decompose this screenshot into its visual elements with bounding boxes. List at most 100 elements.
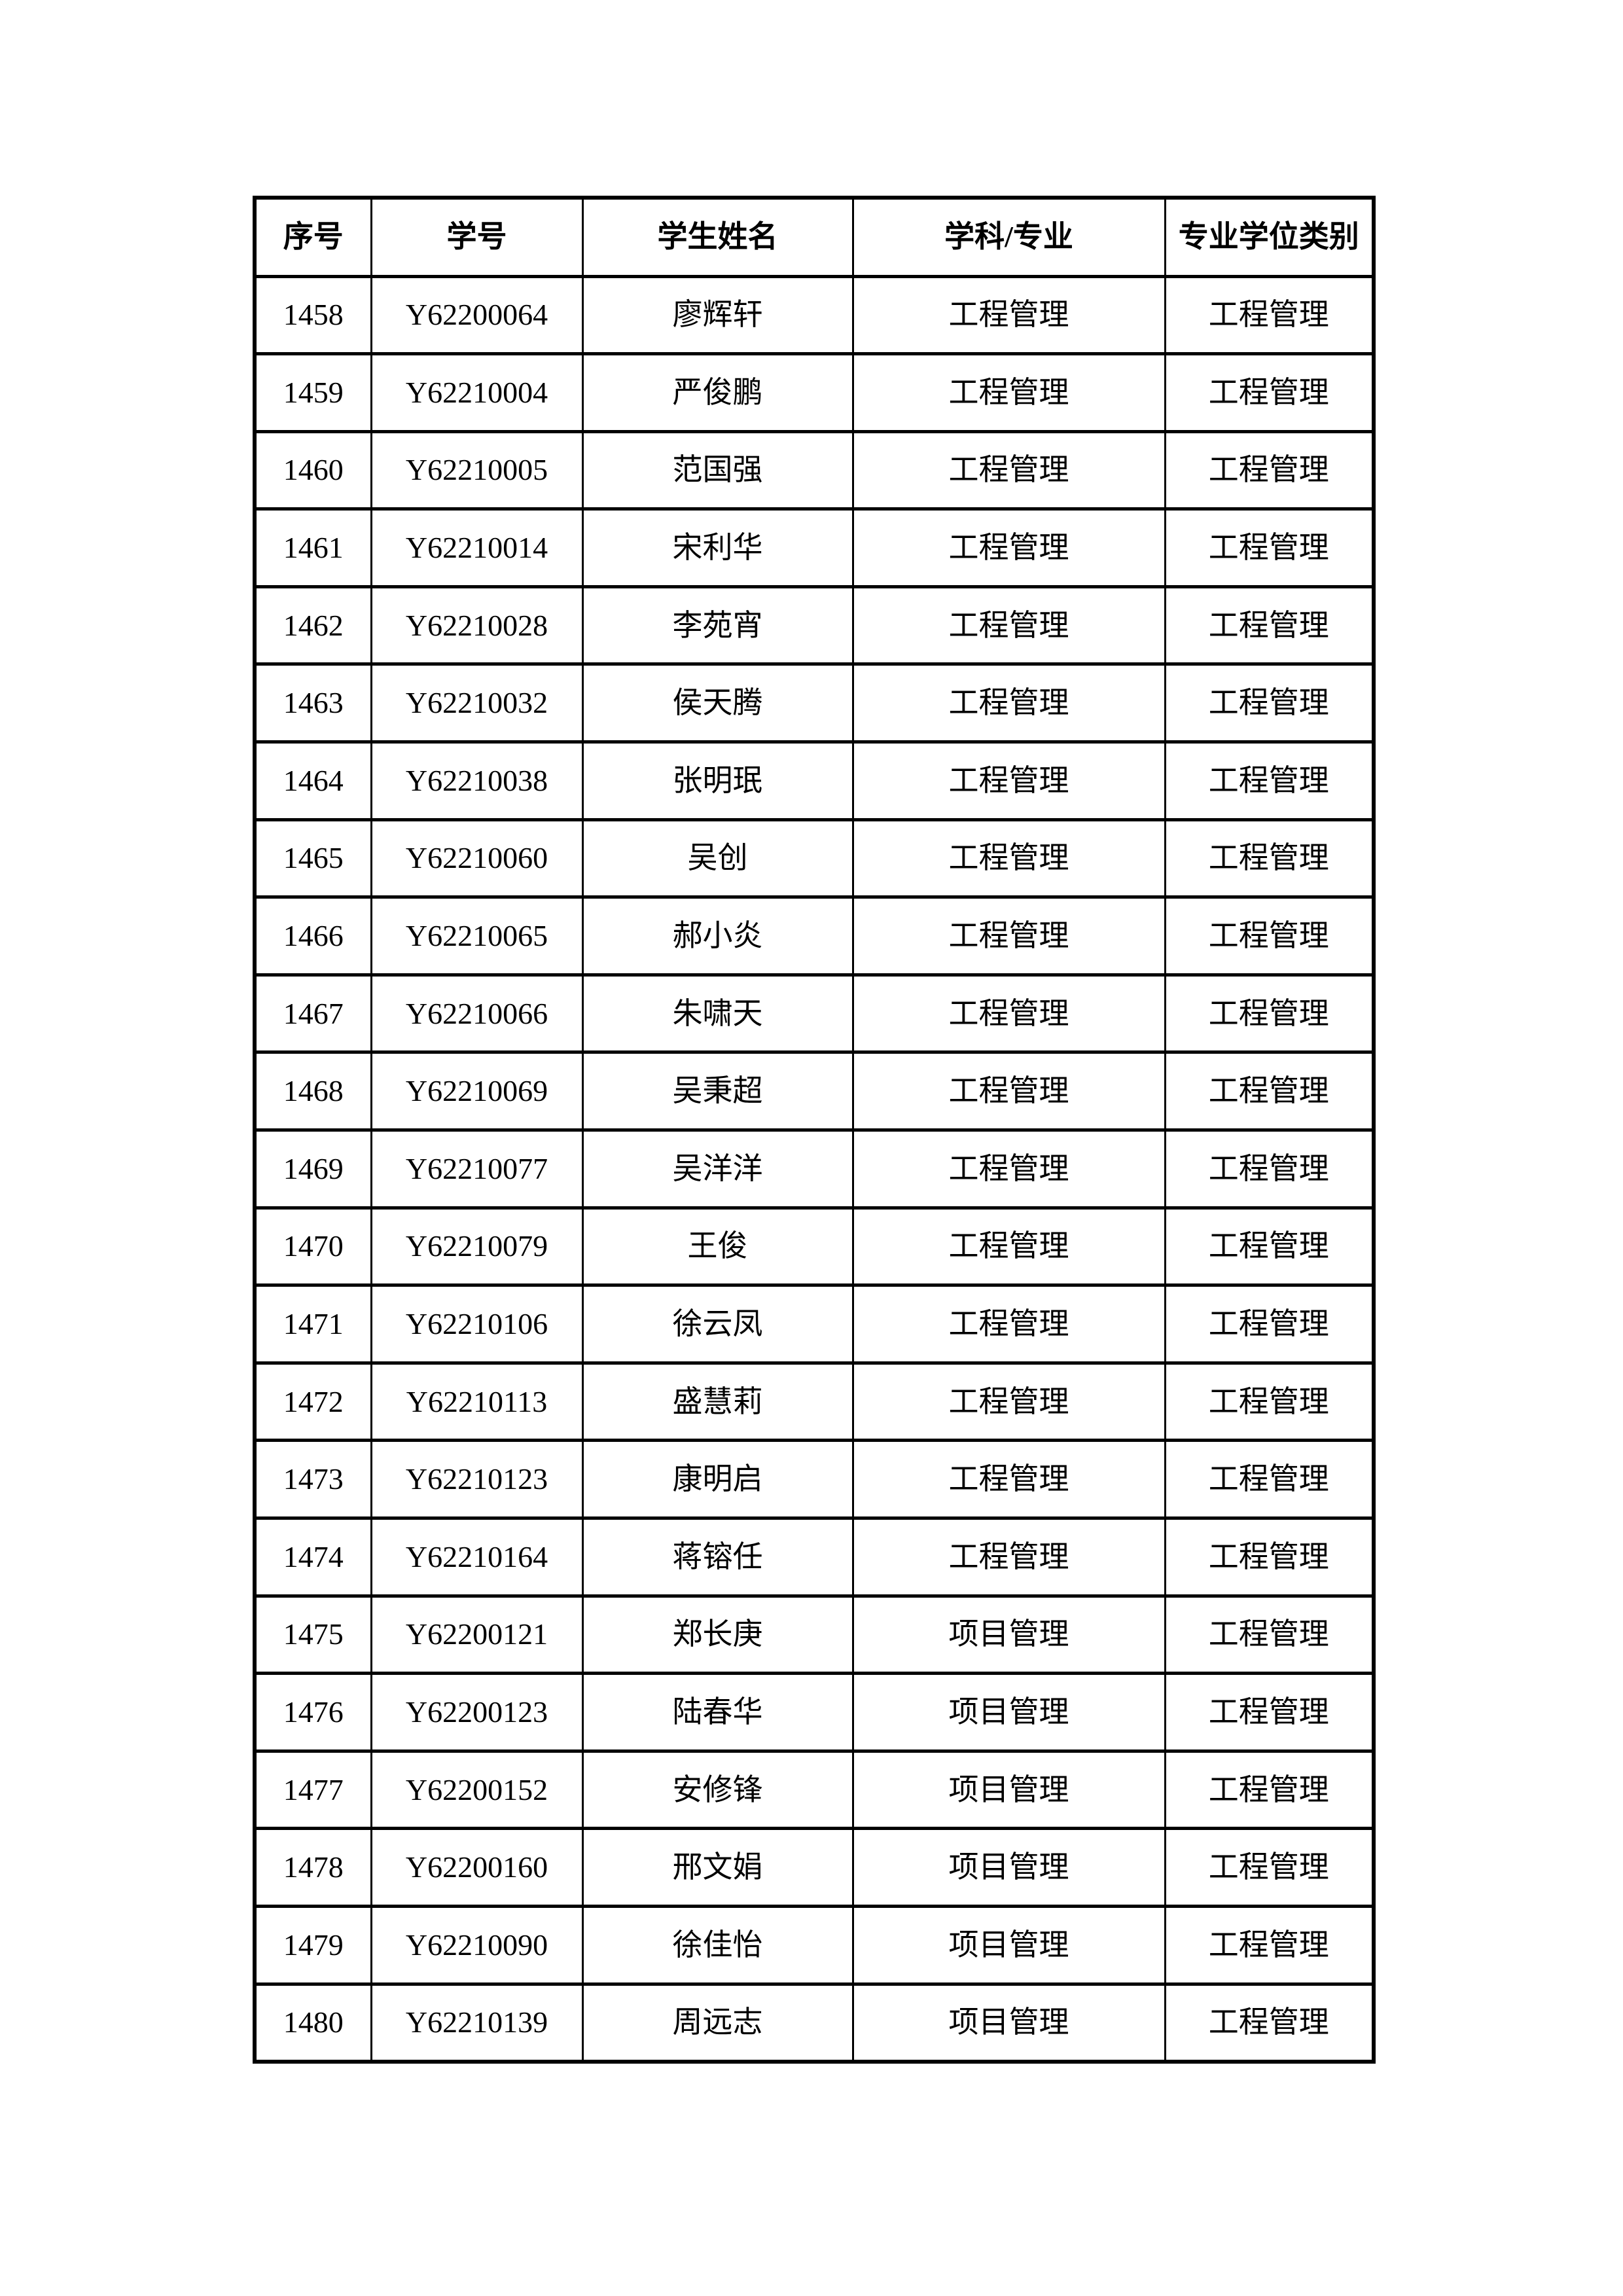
header-student-name: 学生姓名 xyxy=(581,196,854,278)
cell-major: 工程管理 xyxy=(851,1439,1166,1520)
header-degree-category: 专业学位类别 xyxy=(1164,196,1375,278)
cell-seq: 1480 xyxy=(253,1982,372,2064)
cell-student-id: Y62210066 xyxy=(370,973,584,1054)
cell-student-name: 宋利华 xyxy=(581,507,854,588)
cell-seq: 1462 xyxy=(253,584,372,666)
cell-degree-category: 工程管理 xyxy=(1164,1516,1375,1598)
cell-student-id: Y62210106 xyxy=(370,1283,584,1365)
cell-major: 工程管理 xyxy=(851,584,1166,666)
cell-degree-category: 工程管理 xyxy=(1164,1206,1375,1287)
cell-degree-category: 工程管理 xyxy=(1164,1128,1375,1210)
cell-seq: 1458 xyxy=(253,274,372,356)
cell-student-name: 徐佳怡 xyxy=(581,1904,854,1986)
table-row: 1476 Y62200123 陆春华 项目管理 工程管理 xyxy=(253,1672,1375,1753)
cell-student-id: Y62210164 xyxy=(370,1516,584,1598)
header-student-id: 学号 xyxy=(370,196,584,278)
cell-student-name: 廖辉轩 xyxy=(581,274,854,356)
cell-student-id: Y62210069 xyxy=(370,1050,584,1132)
cell-seq: 1463 xyxy=(253,662,372,744)
table-row: 1468 Y62210069 吴秉超 工程管理 工程管理 xyxy=(253,1050,1375,1132)
cell-student-name: 朱啸天 xyxy=(581,973,854,1054)
table-row: 1463 Y62210032 侯天腾 工程管理 工程管理 xyxy=(253,662,1375,744)
cell-seq: 1459 xyxy=(253,352,372,433)
cell-student-id: Y62210077 xyxy=(370,1128,584,1210)
cell-seq: 1479 xyxy=(253,1904,372,1986)
cell-seq: 1469 xyxy=(253,1128,372,1210)
cell-student-id: Y62200064 xyxy=(370,274,584,356)
cell-seq: 1470 xyxy=(253,1206,372,1287)
cell-student-name: 李苑宵 xyxy=(581,584,854,666)
cell-degree-category: 工程管理 xyxy=(1164,817,1375,899)
table-row: 1479 Y62210090 徐佳怡 项目管理 工程管理 xyxy=(253,1904,1375,1986)
table-header-row: 序号 学号 学生姓名 学科/专业 专业学位类别 xyxy=(253,196,1375,278)
cell-student-name: 王俊 xyxy=(581,1206,854,1287)
header-seq: 序号 xyxy=(253,196,372,278)
cell-degree-category: 工程管理 xyxy=(1164,1361,1375,1443)
cell-student-id: Y62210113 xyxy=(370,1361,584,1443)
table-row: 1477 Y62200152 安修锋 项目管理 工程管理 xyxy=(253,1749,1375,1831)
cell-student-name: 吴洋洋 xyxy=(581,1128,854,1210)
cell-student-id: Y62200160 xyxy=(370,1827,584,1908)
cell-major: 项目管理 xyxy=(851,1904,1166,1986)
table-row: 1470 Y62210079 王俊 工程管理 工程管理 xyxy=(253,1206,1375,1287)
cell-student-name: 蒋镕任 xyxy=(581,1516,854,1598)
cell-seq: 1472 xyxy=(253,1361,372,1443)
students-table: 序号 学号 学生姓名 学科/专业 专业学位类别 1458 Y62200064 廖… xyxy=(253,196,1376,2064)
cell-student-name: 侯天腾 xyxy=(581,662,854,744)
cell-seq: 1471 xyxy=(253,1283,372,1365)
cell-degree-category: 工程管理 xyxy=(1164,1827,1375,1908)
cell-seq: 1461 xyxy=(253,507,372,588)
cell-seq: 1465 xyxy=(253,817,372,899)
cell-degree-category: 工程管理 xyxy=(1164,1594,1375,1676)
cell-student-id: Y62210004 xyxy=(370,352,584,433)
cell-student-id: Y62210014 xyxy=(370,507,584,588)
cell-degree-category: 工程管理 xyxy=(1164,352,1375,433)
cell-student-name: 周远志 xyxy=(581,1982,854,2064)
cell-degree-category: 工程管理 xyxy=(1164,274,1375,356)
cell-major: 项目管理 xyxy=(851,1594,1166,1676)
cell-student-id: Y62210028 xyxy=(370,584,584,666)
cell-degree-category: 工程管理 xyxy=(1164,429,1375,511)
cell-seq: 1460 xyxy=(253,429,372,511)
cell-student-id: Y62210038 xyxy=(370,740,584,821)
cell-student-name: 陆春华 xyxy=(581,1672,854,1753)
cell-degree-category: 工程管理 xyxy=(1164,1283,1375,1365)
cell-major: 工程管理 xyxy=(851,662,1166,744)
cell-student-name: 郝小炎 xyxy=(581,895,854,977)
cell-degree-category: 工程管理 xyxy=(1164,1050,1375,1132)
cell-student-id: Y62210139 xyxy=(370,1982,584,2064)
cell-major: 工程管理 xyxy=(851,1050,1166,1132)
cell-student-id: Y62210032 xyxy=(370,662,584,744)
cell-major: 工程管理 xyxy=(851,1516,1166,1598)
cell-seq: 1473 xyxy=(253,1439,372,1520)
table-row: 1458 Y62200064 廖辉轩 工程管理 工程管理 xyxy=(253,274,1375,356)
cell-major: 项目管理 xyxy=(851,1749,1166,1831)
table-row: 1472 Y62210113 盛慧莉 工程管理 工程管理 xyxy=(253,1361,1375,1443)
cell-student-id: Y62210005 xyxy=(370,429,584,511)
table-row: 1473 Y62210123 康明启 工程管理 工程管理 xyxy=(253,1439,1375,1520)
cell-seq: 1476 xyxy=(253,1672,372,1753)
cell-major: 工程管理 xyxy=(851,352,1166,433)
cell-student-name: 邢文娟 xyxy=(581,1827,854,1908)
cell-student-id: Y62210060 xyxy=(370,817,584,899)
cell-major: 工程管理 xyxy=(851,1128,1166,1210)
cell-major: 项目管理 xyxy=(851,1672,1166,1753)
cell-student-id: Y62200152 xyxy=(370,1749,584,1831)
cell-degree-category: 工程管理 xyxy=(1164,740,1375,821)
cell-student-name: 康明启 xyxy=(581,1439,854,1520)
table-row: 1460 Y62210005 范国强 工程管理 工程管理 xyxy=(253,429,1375,511)
cell-student-id: Y62210090 xyxy=(370,1904,584,1986)
cell-degree-category: 工程管理 xyxy=(1164,1439,1375,1520)
cell-student-id: Y62200121 xyxy=(370,1594,584,1676)
cell-student-name: 吴创 xyxy=(581,817,854,899)
cell-major: 项目管理 xyxy=(851,1827,1166,1908)
table-row: 1459 Y62210004 严俊鹏 工程管理 工程管理 xyxy=(253,352,1375,433)
cell-major: 项目管理 xyxy=(851,1982,1166,2064)
cell-major: 工程管理 xyxy=(851,973,1166,1054)
table-body: 1458 Y62200064 廖辉轩 工程管理 工程管理 1459 Y62210… xyxy=(253,274,1375,2064)
cell-major: 工程管理 xyxy=(851,895,1166,977)
cell-seq: 1475 xyxy=(253,1594,372,1676)
cell-degree-category: 工程管理 xyxy=(1164,1749,1375,1831)
cell-major: 工程管理 xyxy=(851,817,1166,899)
